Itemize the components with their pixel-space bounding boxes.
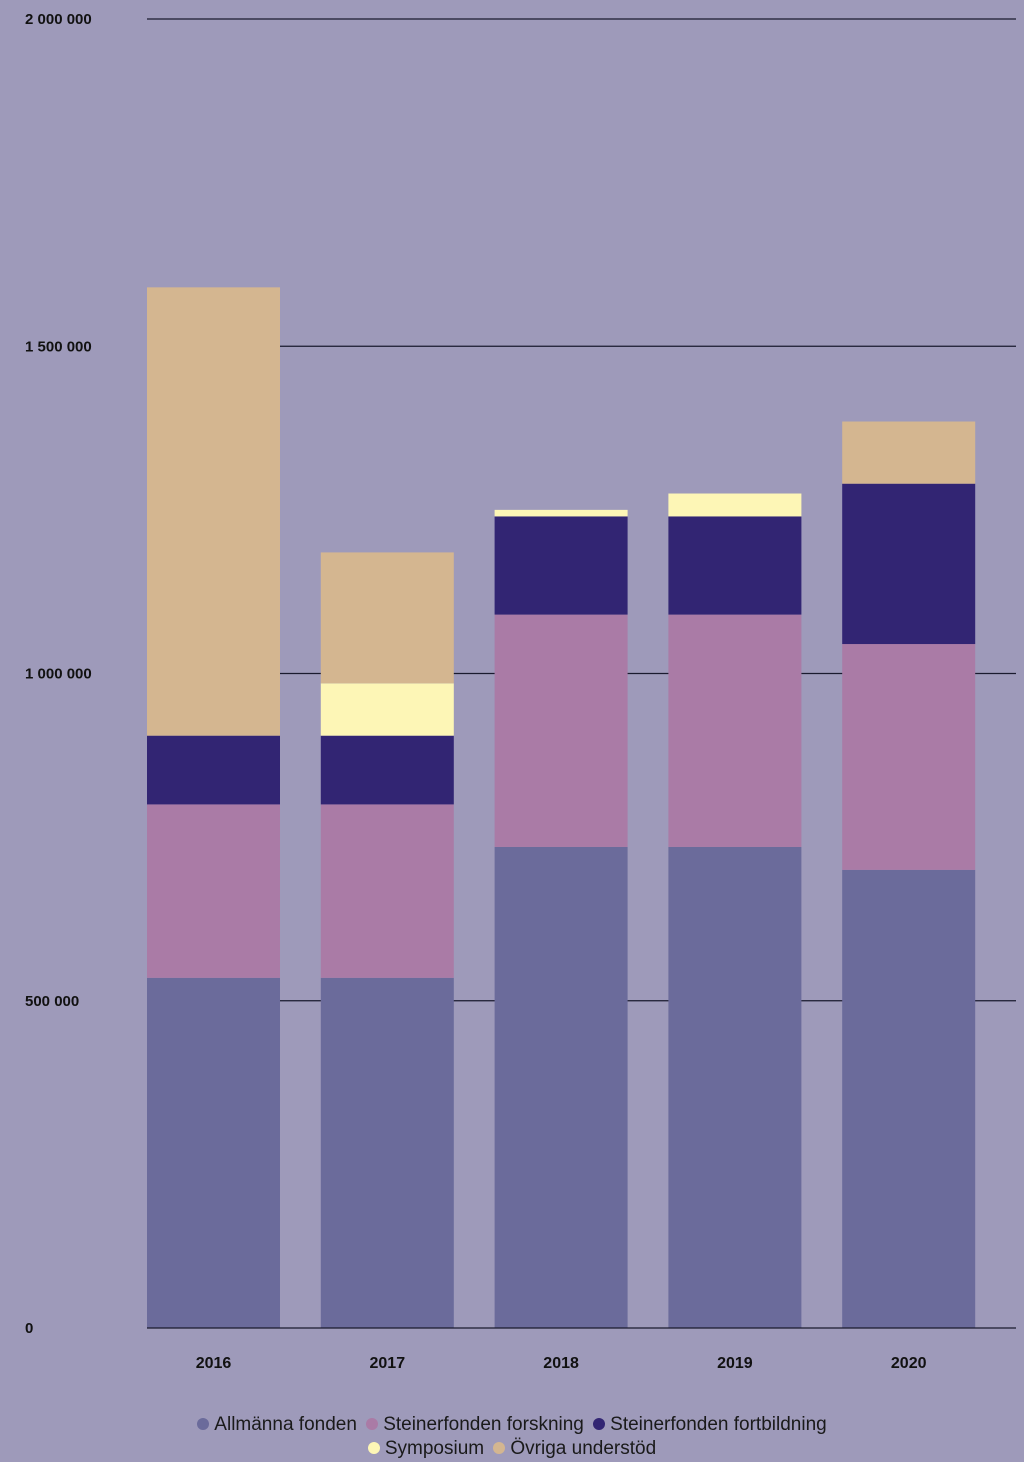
y-tick-label: 500 000 bbox=[25, 993, 79, 1010]
bar-segment bbox=[494, 614, 628, 847]
legend-dot bbox=[493, 1442, 506, 1454]
bar-segment bbox=[320, 683, 454, 736]
legend-dot bbox=[366, 1418, 379, 1430]
bars bbox=[147, 287, 976, 1328]
bar-segment bbox=[147, 804, 280, 978]
bar-segment bbox=[668, 516, 802, 615]
bar-segment bbox=[494, 516, 628, 615]
bar-segment bbox=[668, 846, 802, 1328]
x-tick-label: 2017 bbox=[370, 1355, 406, 1372]
legend-item: Steinerfonden forskning bbox=[366, 1414, 584, 1436]
legend-label: Steinerfonden forskning bbox=[383, 1414, 584, 1435]
bar-segment bbox=[842, 644, 976, 870]
bar-segment bbox=[320, 804, 454, 978]
stacked-bar-chart: 0 500 000 1 000 000 1 500 000 2 000 000 2016… bbox=[25, 11, 1016, 1372]
x-tick-label: 2020 bbox=[891, 1355, 927, 1372]
bar-segment bbox=[147, 735, 280, 805]
bar-segment bbox=[668, 614, 802, 847]
y-tick-label: 1 500 000 bbox=[25, 338, 92, 355]
legend-dot bbox=[367, 1442, 380, 1454]
bar-segment bbox=[494, 846, 628, 1328]
legend-item: Allmänna fonden bbox=[197, 1414, 357, 1436]
legend-item: Steinerfonden fortbildning bbox=[593, 1414, 827, 1436]
legend-dot bbox=[593, 1418, 606, 1430]
x-tick-label: 2019 bbox=[717, 1355, 753, 1372]
y-tick-label: 2 000 000 bbox=[25, 11, 92, 28]
y-axis-tick-labels: 0 500 000 1 000 000 1 500 000 2 000 000 bbox=[25, 11, 92, 1337]
bar-segment bbox=[147, 977, 280, 1328]
legend-item: Symposium bbox=[367, 1438, 485, 1460]
y-tick-label: 0 bbox=[25, 1320, 33, 1337]
bar-segment bbox=[320, 552, 454, 684]
legend-dot bbox=[197, 1418, 210, 1430]
legend-label: Övriga understöd bbox=[510, 1438, 657, 1459]
x-axis-tick-labels: 2016 2017 2018 2019 2020 bbox=[196, 1355, 927, 1372]
legend-label: Symposium bbox=[384, 1438, 485, 1459]
x-tick-label: 2016 bbox=[196, 1355, 232, 1372]
legend-row-2: Symposium Övriga understöd bbox=[0, 1438, 1024, 1460]
bar-segment bbox=[842, 483, 976, 645]
y-tick-label: 1 000 000 bbox=[25, 666, 92, 683]
legend-row-1: Allmänna fonden Steinerfonden forskning … bbox=[0, 1414, 1024, 1436]
legend-label: Steinerfonden fortbildning bbox=[610, 1414, 827, 1435]
x-tick-label: 2018 bbox=[543, 1355, 579, 1372]
legend-item: Övriga understöd bbox=[493, 1438, 656, 1460]
bar-segment bbox=[320, 977, 454, 1328]
bar-segment bbox=[494, 509, 628, 517]
bar-segment bbox=[320, 735, 454, 805]
bar-segment bbox=[668, 493, 802, 517]
bar-segment bbox=[842, 869, 976, 1328]
legend-label: Allmänna fonden bbox=[214, 1414, 357, 1435]
bar-segment bbox=[147, 287, 280, 736]
bar-segment bbox=[842, 421, 976, 484]
